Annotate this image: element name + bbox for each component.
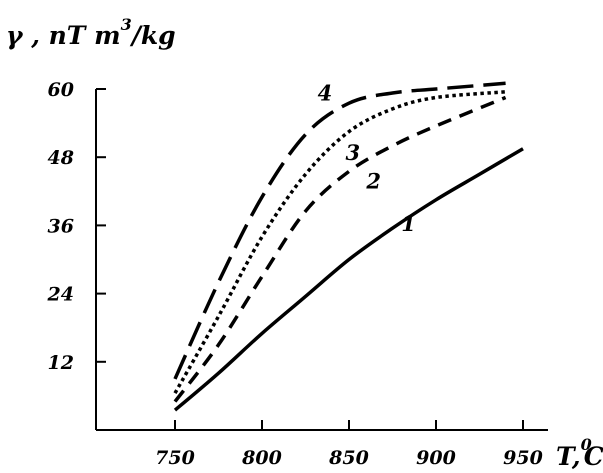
y-axis-title-main: , nT m [23,21,121,50]
x-tick-label: 950 [503,447,543,469]
x-tick-label: 750 [155,447,195,469]
y-tick-label: 24 [47,284,74,306]
x-axis-title-sup: 0 [581,435,592,454]
series-labels: 123 4 [318,80,416,236]
y-tick-label: 36 [48,215,74,237]
series-label-4: 4 [318,80,333,105]
x-tick-label: 900 [416,447,456,469]
y-axis-title-sup: 3 [121,15,132,34]
series-label-2: 2 [365,168,381,193]
series-lines [173,81,524,412]
series-line-1 [173,147,524,412]
y-tick-label: 48 [48,147,74,169]
axes [95,89,548,431]
x-axis-title-main: T, [556,442,581,471]
x-axis-title: T,0C [556,435,603,471]
y-tick-label: 60 [48,79,74,101]
x-tick-label: 800 [241,447,282,469]
y-ticks: 12 24 36 48 60 [47,79,106,374]
series-line-2 [173,95,507,403]
y-axis-title-unit: /kg [130,21,176,50]
x-tick-label: 850 [328,447,369,469]
y-tick-label: 12 [48,352,74,374]
series-line-4 [173,81,506,380]
y-axis-title-greek: γ [6,21,24,50]
series-label-1: 1 [401,211,416,236]
series-label-3: 3 [346,140,361,165]
series-line-3 [173,90,506,394]
x-ticks: 750 800 850 900 950 [155,420,543,469]
y-axis-title: γ , nT m3/kg [6,15,176,50]
x-axis-title-unit: C [584,442,603,471]
